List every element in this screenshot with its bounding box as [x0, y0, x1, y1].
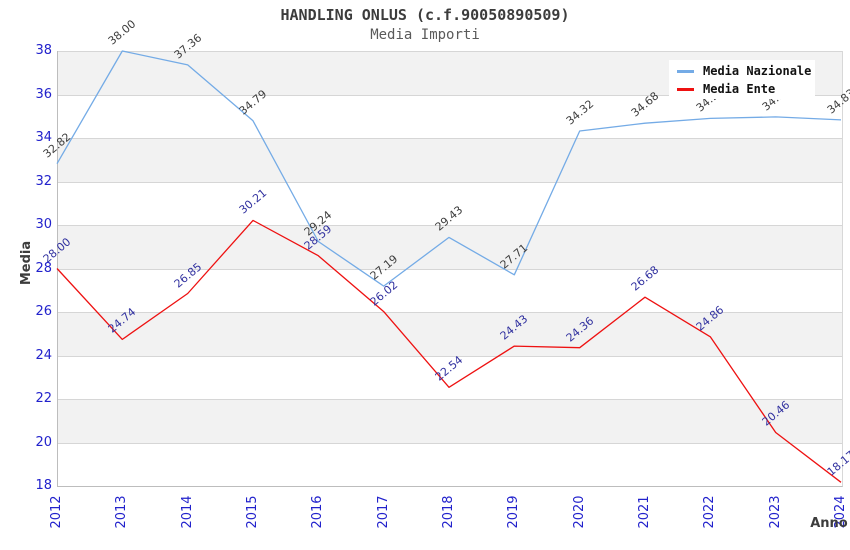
legend-label: Media Ente	[703, 82, 776, 96]
gridline	[58, 181, 842, 183]
legend-line-icon	[677, 87, 694, 91]
y-tick-label: 24	[35, 347, 52, 363]
plot-band	[58, 312, 842, 356]
x-tick-label: 2016	[310, 495, 326, 529]
x-tick-label: 2018	[441, 495, 456, 529]
plot-band	[58, 225, 842, 269]
x-tick-label: 2021	[637, 495, 652, 529]
gridline	[58, 442, 842, 444]
chart-title: HANDLING ONLUS (c.f.90050890509)	[280, 6, 570, 24]
plot-band	[58, 94, 842, 138]
legend: Media Nazionale Media Ente	[669, 60, 815, 99]
legend-label: Media Nazionale	[703, 64, 812, 78]
gridline	[58, 268, 842, 270]
legend-item: Media Ente	[669, 80, 815, 98]
y-tick-label: 28	[35, 260, 52, 276]
plot-band	[58, 138, 842, 182]
y-tick-label: 30	[35, 217, 52, 232]
x-tick-label: 2014	[179, 495, 195, 529]
x-tick-label: 2012	[49, 495, 64, 529]
plot-area	[57, 51, 843, 487]
gridline	[58, 399, 842, 400]
x-axis-title: Anno	[810, 516, 848, 531]
legend-item: Media Nazionale	[669, 62, 815, 80]
y-tick-label: 34	[35, 130, 52, 145]
gridline	[58, 355, 842, 357]
y-tick-label: 26	[35, 304, 52, 319]
gridline	[58, 138, 842, 139]
y-tick-label: 38	[35, 43, 52, 58]
y-tick-label: 32	[35, 173, 52, 189]
x-tick-label: 2015	[245, 495, 260, 529]
x-tick-label: 2022	[702, 495, 718, 529]
x-tick-label: 2020	[571, 495, 587, 529]
x-tick-label: 2019	[506, 495, 522, 529]
y-tick-label: 22	[35, 391, 52, 406]
x-tick-label: 2017	[375, 495, 391, 529]
plot-band	[58, 399, 842, 443]
y-tick-label: 20	[35, 434, 52, 450]
legend-line-icon	[677, 69, 694, 73]
plot-band	[58, 442, 842, 486]
x-tick-label: 2023	[767, 495, 783, 529]
y-tick-label: 18	[35, 478, 52, 493]
chart-subtitle: Media Importi	[370, 27, 480, 43]
y-tick-label: 36	[35, 86, 52, 102]
x-tick-label: 2013	[114, 495, 130, 529]
